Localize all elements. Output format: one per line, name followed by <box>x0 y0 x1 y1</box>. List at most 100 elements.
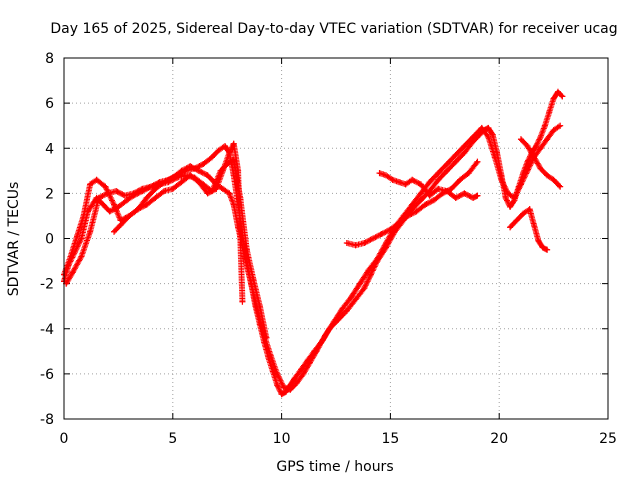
data-point <box>541 122 548 129</box>
data-point <box>208 154 215 161</box>
data-point <box>443 167 450 174</box>
data-point <box>339 305 346 312</box>
data-point <box>204 190 211 197</box>
data-point <box>204 172 211 179</box>
data-point <box>443 161 450 168</box>
data-point <box>531 154 538 161</box>
data-point <box>139 185 146 192</box>
data-point <box>517 181 524 188</box>
data-point <box>544 246 551 253</box>
data-point <box>544 136 551 143</box>
data-point <box>343 307 350 314</box>
y-axis-label: SDTVAR / TECUs <box>6 182 22 297</box>
data-point <box>322 332 329 339</box>
data-point <box>426 192 433 199</box>
data-point <box>485 124 492 131</box>
data-point <box>524 167 531 174</box>
data-point <box>95 194 102 201</box>
data-point <box>550 176 557 183</box>
data-point <box>200 161 207 168</box>
data-point <box>426 179 433 186</box>
data-point <box>517 136 524 143</box>
y-tick-label: -8 <box>40 412 54 428</box>
data-point <box>256 303 263 310</box>
data-point <box>537 145 544 152</box>
data-point <box>130 190 137 197</box>
data-point <box>230 140 237 147</box>
data-point <box>298 366 305 373</box>
data-point <box>535 237 542 244</box>
data-point <box>293 379 300 386</box>
x-tick-label: 0 <box>60 431 69 447</box>
x-tick-label: 25 <box>599 431 617 447</box>
data-point <box>161 188 168 195</box>
y-tick-label: -4 <box>40 322 54 338</box>
data-point <box>243 246 250 253</box>
y-tick-label: -2 <box>40 277 54 293</box>
data-point <box>369 235 376 242</box>
data-point <box>485 133 492 140</box>
data-point <box>452 158 459 165</box>
y-tick-label: 6 <box>45 96 54 112</box>
data-point <box>117 221 124 228</box>
data-point <box>134 206 141 213</box>
data-point <box>287 386 294 393</box>
data-point <box>474 192 481 199</box>
data-point <box>404 212 411 219</box>
data-point <box>106 208 113 215</box>
data-point <box>195 179 202 186</box>
data-point <box>413 208 420 215</box>
data-point <box>143 194 150 201</box>
data-point <box>498 176 505 183</box>
data-point <box>507 224 514 231</box>
data-point <box>361 240 368 247</box>
data-point <box>409 201 416 208</box>
data-point <box>226 190 233 197</box>
x-tick-label: 15 <box>381 431 399 447</box>
data-point <box>352 242 359 249</box>
series-track-g <box>507 206 551 253</box>
data-point <box>539 244 546 251</box>
data-point <box>559 93 566 100</box>
data-point <box>274 382 281 389</box>
plot-frame <box>63 57 609 420</box>
data-point <box>557 122 564 129</box>
data-point <box>537 165 544 172</box>
data-point <box>274 370 281 377</box>
data-point <box>230 201 237 208</box>
data-point <box>78 253 85 260</box>
y-tick-label: 4 <box>45 141 54 157</box>
data-point <box>226 149 233 156</box>
data-point <box>124 197 131 204</box>
data-point <box>187 172 194 179</box>
data-point <box>74 233 81 240</box>
data-point <box>474 158 481 165</box>
data-point <box>550 95 557 102</box>
data-point <box>111 201 118 208</box>
data-point <box>435 185 442 192</box>
x-tick-label: 20 <box>490 431 508 447</box>
data-point <box>417 190 424 197</box>
data-point <box>306 359 313 366</box>
data-point <box>280 384 287 391</box>
data-point <box>389 176 396 183</box>
grid-lines <box>64 58 608 419</box>
data-point <box>452 152 459 159</box>
data-point <box>387 226 394 233</box>
data-point <box>470 133 477 140</box>
data-point <box>465 170 472 177</box>
data-point <box>348 294 355 301</box>
data-point <box>343 240 350 247</box>
series-track-h <box>517 136 564 190</box>
data-point <box>533 142 540 149</box>
data-point <box>557 183 564 190</box>
data-point <box>250 276 257 283</box>
data-point <box>267 352 274 359</box>
data-point <box>546 109 553 116</box>
data-point <box>396 219 403 226</box>
data-point <box>178 167 185 174</box>
data-point <box>152 194 159 201</box>
data-point <box>435 170 442 177</box>
